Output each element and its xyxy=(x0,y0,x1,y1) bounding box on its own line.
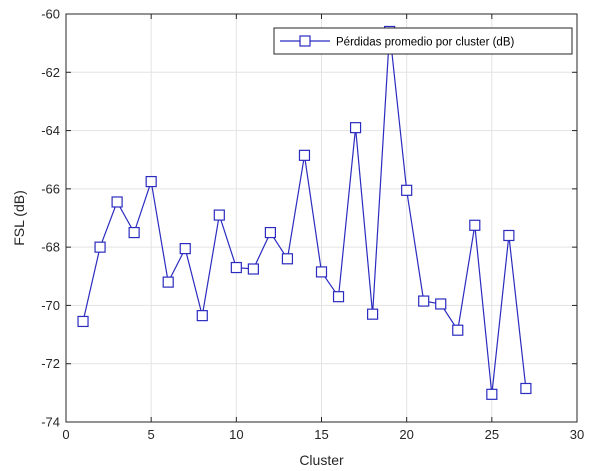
data-point-marker xyxy=(435,298,447,310)
data-point-marker xyxy=(128,226,140,239)
legend: Pérdidas promedio por cluster (dB) xyxy=(273,27,573,55)
data-point-marker xyxy=(162,276,174,288)
x-tick-label: 30 xyxy=(570,427,584,442)
data-point-marker xyxy=(486,388,498,400)
data-point-marker xyxy=(179,243,191,255)
data-point-marker xyxy=(520,382,532,395)
x-tick-label: 20 xyxy=(399,427,413,442)
y-tick-label: -70 xyxy=(41,298,60,313)
data-point-marker xyxy=(230,261,242,274)
y-tick-label: -66 xyxy=(41,181,60,196)
x-tick-label: 25 xyxy=(485,427,499,442)
data-point-marker xyxy=(298,149,311,161)
data-point-marker xyxy=(349,122,362,134)
data-point-marker xyxy=(77,315,89,328)
data-point-marker xyxy=(196,310,208,322)
legend-marker-sample xyxy=(299,35,311,47)
y-tick-label: -74 xyxy=(41,415,60,430)
data-point-marker xyxy=(452,324,464,336)
data-point-marker xyxy=(367,308,379,320)
y-tick-label: -64 xyxy=(41,123,60,138)
data-point-marker xyxy=(469,219,481,231)
data-point-marker xyxy=(315,266,328,278)
y-axis-label: FSL (dB) xyxy=(11,190,27,246)
data-point-marker xyxy=(264,226,276,239)
data-point-marker xyxy=(503,229,515,242)
x-tick-label: 0 xyxy=(62,427,69,442)
y-tick-label: -68 xyxy=(41,240,60,255)
axis-ticks: 0 5 10 15 20 25 30 -74 -72 -70 -68 -66 -64 -62 -60 xyxy=(41,7,584,443)
x-tick-label: 5 xyxy=(148,427,155,442)
y-tick-label: -72 xyxy=(41,356,60,371)
data-point-marker xyxy=(145,175,157,188)
series-layer xyxy=(77,25,532,400)
data-point-marker xyxy=(111,196,123,208)
data-point-marker xyxy=(281,253,294,265)
data-point-marker xyxy=(94,241,106,253)
data-point-marker xyxy=(401,184,413,196)
x-axis-label: Cluster xyxy=(299,452,344,468)
data-point-marker xyxy=(247,263,259,275)
y-tick-label: -60 xyxy=(41,7,60,22)
x-tick-label: 15 xyxy=(314,427,328,442)
x-tick-label: 10 xyxy=(229,427,243,442)
data-point-marker xyxy=(213,209,225,221)
legend-label: Pérdidas promedio por cluster (dB) xyxy=(336,37,514,49)
data-point-marker xyxy=(418,295,430,307)
y-tick-label: -62 xyxy=(41,65,60,80)
data-point-marker xyxy=(332,291,345,303)
